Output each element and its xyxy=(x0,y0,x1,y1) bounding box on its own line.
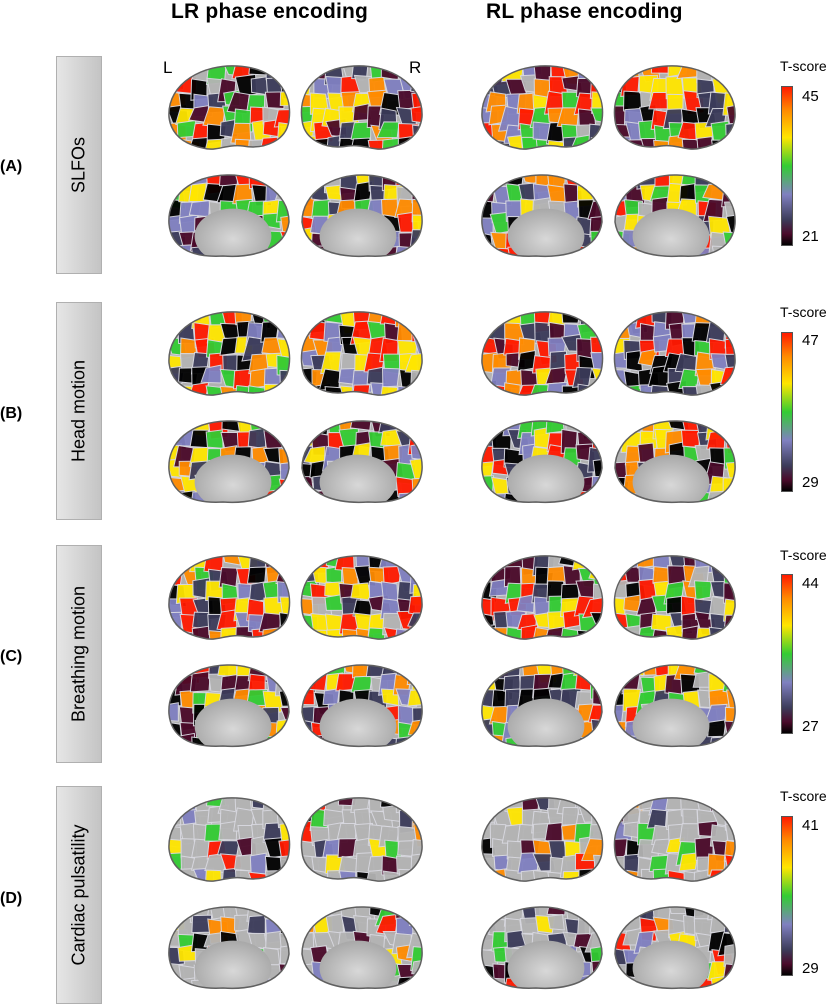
brain-hemisphere xyxy=(481,420,602,503)
brain-hemisphere xyxy=(302,664,423,747)
hemisphere-label-right: R xyxy=(409,58,422,77)
brain-hemisphere xyxy=(168,906,289,989)
brain-hemisphere xyxy=(615,420,736,503)
colorbar-min-c: 27 xyxy=(802,718,819,735)
brain-hemisphere xyxy=(301,65,423,150)
brain-hemisphere xyxy=(302,420,423,503)
colorbar-min-a: 21 xyxy=(802,228,819,245)
row-label-box-d: Cardiac pulsatility xyxy=(56,786,102,1004)
row-id-a: (A) xyxy=(0,158,23,175)
colorbar-max-a: 45 xyxy=(802,88,819,105)
colorbar-max-c: 44 xyxy=(802,575,819,592)
row-id-d: (D) xyxy=(0,890,23,907)
brain-hemisphere xyxy=(168,420,289,503)
brain-hemisphere xyxy=(301,555,423,640)
brain-hemisphere xyxy=(302,174,423,257)
row-id-c: (C) xyxy=(0,648,23,665)
brain-hemisphere xyxy=(481,797,603,882)
colorbar-title-c: T-score xyxy=(780,547,827,563)
colorbar-a xyxy=(781,86,793,246)
brain-hemisphere xyxy=(615,664,736,747)
brain-hemisphere xyxy=(614,311,736,396)
colorbar-max-d: 41 xyxy=(802,817,819,834)
brain-hemisphere xyxy=(615,174,736,257)
hemisphere-label-left: L xyxy=(163,58,173,77)
brain-hemisphere xyxy=(168,311,290,396)
colorbar-b xyxy=(781,332,793,492)
row-id-b: (B) xyxy=(0,405,23,422)
colorbar-title-d: T-score xyxy=(780,788,827,804)
colorbar-min-d: 29 xyxy=(802,960,819,977)
colorbar-max-b: 47 xyxy=(802,332,819,349)
brain-hemisphere xyxy=(614,555,736,640)
brain-hemisphere xyxy=(481,555,603,640)
column-title-lr: LR phase encoding xyxy=(171,0,369,23)
brain-hemisphere xyxy=(168,65,290,150)
colorbar-d xyxy=(781,816,793,976)
brain-hemisphere xyxy=(302,906,423,989)
brain-hemisphere xyxy=(481,174,602,257)
brain-hemisphere xyxy=(168,797,290,882)
colorbar-min-b: 29 xyxy=(802,474,819,491)
row-label-box-a: SLFOs xyxy=(56,56,102,274)
colorbar-c xyxy=(781,574,793,734)
row-label-box-c: Breathing motion xyxy=(56,545,102,763)
colorbar-title-b: T-score xyxy=(780,304,827,320)
brain-hemisphere xyxy=(614,65,736,150)
colorbar-title-a: T-score xyxy=(780,58,827,74)
brain-hemisphere xyxy=(615,906,736,989)
brain-hemisphere xyxy=(168,555,290,640)
brain-hemisphere xyxy=(481,664,602,747)
row-label-box-b: Head motion xyxy=(56,302,102,520)
brain-hemisphere xyxy=(481,906,602,989)
column-title-rl: RL phase encoding xyxy=(486,0,683,23)
